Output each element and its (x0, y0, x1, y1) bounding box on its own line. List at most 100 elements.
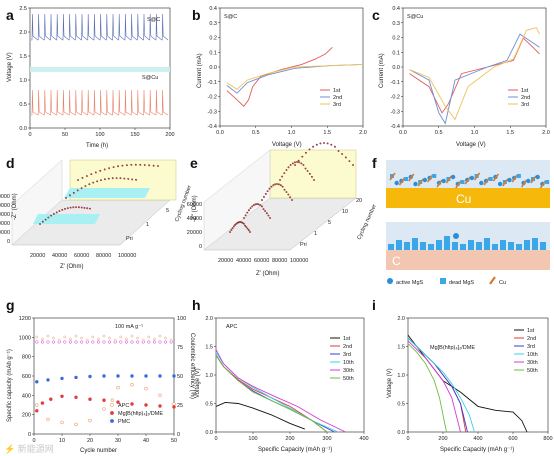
panel-e-fit-point (233, 226, 235, 228)
panel-f-active-mgs (469, 175, 475, 181)
panel-f-dead-mgs-block (516, 244, 522, 250)
panel-d-fit-point (67, 207, 69, 210)
panel-e-fit-point (341, 153, 344, 155)
panel-d-fit-point (131, 179, 134, 181)
panel-d-fit-point (92, 182, 95, 184)
panel-f-active-mgs (526, 178, 531, 184)
panel-g-ce-point-apc (85, 338, 89, 342)
panel-g-ytick-label: 800 (22, 355, 31, 361)
panel-c-frame (402, 7, 547, 127)
panel-g-point-Mg[B(hfip)₄]₂/DME (35, 409, 39, 413)
panel-a-xlabel: Time (h) (86, 143, 108, 149)
panel-d-fit-point (122, 165, 124, 167)
panel-e-fit-point (266, 212, 268, 215)
panel-e-fit-point (255, 203, 257, 206)
panel-e-zlabel: Cycling number (356, 204, 378, 241)
panel-d-fit-point (148, 164, 151, 167)
panel-g-ce-point (164, 340, 168, 344)
panel-a-ytick-label: 2.0 (19, 30, 27, 36)
active-mgs-icon (387, 278, 393, 284)
panel-g-ce-point-apc (108, 336, 111, 340)
panel-i-legend-label: 2nd (527, 336, 536, 342)
panel-d-cyan-band-2 (33, 214, 100, 224)
panel-f-dead-mgs-block (508, 242, 514, 250)
panel-e-fit-point (352, 164, 354, 166)
panel-g-point-APC (110, 398, 115, 402)
panel-f-cu-rod (492, 173, 500, 182)
panel-c-xlabel: Voltage (V) (456, 142, 486, 148)
panel-d-xtick-label: 100000 (118, 253, 136, 259)
panel-b-ytick-label: 0.4 (209, 6, 217, 12)
panel-f-cu-rod (389, 172, 396, 181)
panel-h-xtick-label: 200 (285, 436, 294, 442)
panel-e-ytick-label: 40000 (187, 216, 202, 222)
panel-f-cu-layer (386, 188, 550, 208)
panel-e-ylabel: -Z'' (Ohm) (192, 195, 198, 222)
panel-e-fit-point (258, 203, 260, 206)
panel-label-a: a (6, 7, 14, 23)
panel-d-fit-point (100, 179, 103, 182)
panel-g-point-APC (116, 385, 120, 390)
panel-g-point-PMC (60, 376, 64, 381)
panel-i-legend-label: 10th (527, 352, 538, 358)
panel-e-side-wall (203, 149, 271, 251)
panel-f-dead-mgs-block (524, 240, 530, 250)
panel-a-ytick-label: 1.5 (19, 54, 27, 60)
panel-d-ticks: 20000 40000 60000 80000 100000 0 20000 40000 600… (0, 194, 169, 259)
panel-d-fit-point (82, 177, 84, 179)
panel-e-fit-point (309, 173, 311, 175)
panel-f-bottom-blocks (388, 233, 546, 250)
panel-e-fit-point (250, 207, 252, 210)
panel-e-fit-point (320, 143, 322, 145)
cu-rod-icon (489, 276, 496, 285)
panel-c: 0.0 0.5 1.0 1.5 2.0 -0.4 -0.3 -0.2 -0.1 0.0 0.1 0.2… (379, 6, 550, 148)
panel-h-legend-label: 50th (343, 376, 354, 382)
panel-i-xtick-label: 0 (406, 436, 409, 442)
panel-g-point-APC (46, 417, 50, 422)
panel-h-frame (215, 317, 365, 433)
panel-d-fit-point (139, 164, 142, 166)
panel-d-xtick-label: 80000 (96, 253, 111, 259)
panel-e-fit-point (243, 217, 245, 219)
panel-h-ytick-label: 0.0 (205, 430, 213, 436)
panel-a-sc-trace (30, 13, 170, 72)
panel-f-dead-mgs-block (420, 242, 426, 250)
panel-b-legend-label: 2nd (333, 95, 342, 101)
panel-b-legend-label: 3rd (333, 102, 341, 108)
panel-d-fit-point (73, 192, 75, 194)
panel-e-fit-point (232, 227, 234, 230)
panel-e-fit-point (298, 161, 301, 164)
panel-h-series-30th (215, 349, 346, 433)
panel-f-dead-mgs (460, 180, 465, 184)
panel-f-cu-rod (539, 180, 547, 189)
panel-d-xtick-label: 60000 (74, 253, 89, 259)
panel-e-fit-point (274, 183, 277, 186)
panel-d-fit-point (90, 173, 93, 176)
panel-g-point-Mg[B(hfip)₄]₂/DME (88, 397, 92, 401)
panel-e-ytick-label: 20000 (187, 230, 202, 236)
panel-d-xtick-label: 40000 (52, 253, 67, 259)
panel-i-xtick-label: 800 (543, 436, 552, 442)
panel-d-fit-point (95, 172, 97, 174)
panel-d-fit-point (81, 207, 83, 209)
panel-c-xtick-label: 0.5 (435, 130, 443, 136)
panel-f-legend-cu: Cu (499, 280, 506, 286)
panel-c-series-3rd (409, 27, 540, 121)
panel-e-fit-point (288, 166, 290, 169)
panel-g-point-APC (60, 420, 64, 425)
panel-e-xtick-label: 80000 (272, 258, 287, 264)
panel-g-y2label: Coulombic efficiency (%) (189, 333, 195, 399)
panel-g-point-PMC (130, 374, 134, 378)
panel-a-legend-scu: S@Cu (142, 75, 158, 81)
panel-a-scu-trace (31, 89, 169, 116)
panel-label-c: c (372, 7, 380, 23)
panel-g-ce-point-apc (153, 337, 156, 341)
panel-d-ztick-label: 1 (146, 222, 149, 228)
panel-e-fit-point (243, 223, 245, 225)
panel-f-dead-mgs-block (428, 244, 434, 250)
panel-g-ce-point-apc (57, 338, 61, 342)
panel-g-point-APC (158, 393, 162, 397)
panel-e-fit-point (303, 164, 305, 166)
panel-c-ytick-label: -0.1 (391, 80, 400, 86)
